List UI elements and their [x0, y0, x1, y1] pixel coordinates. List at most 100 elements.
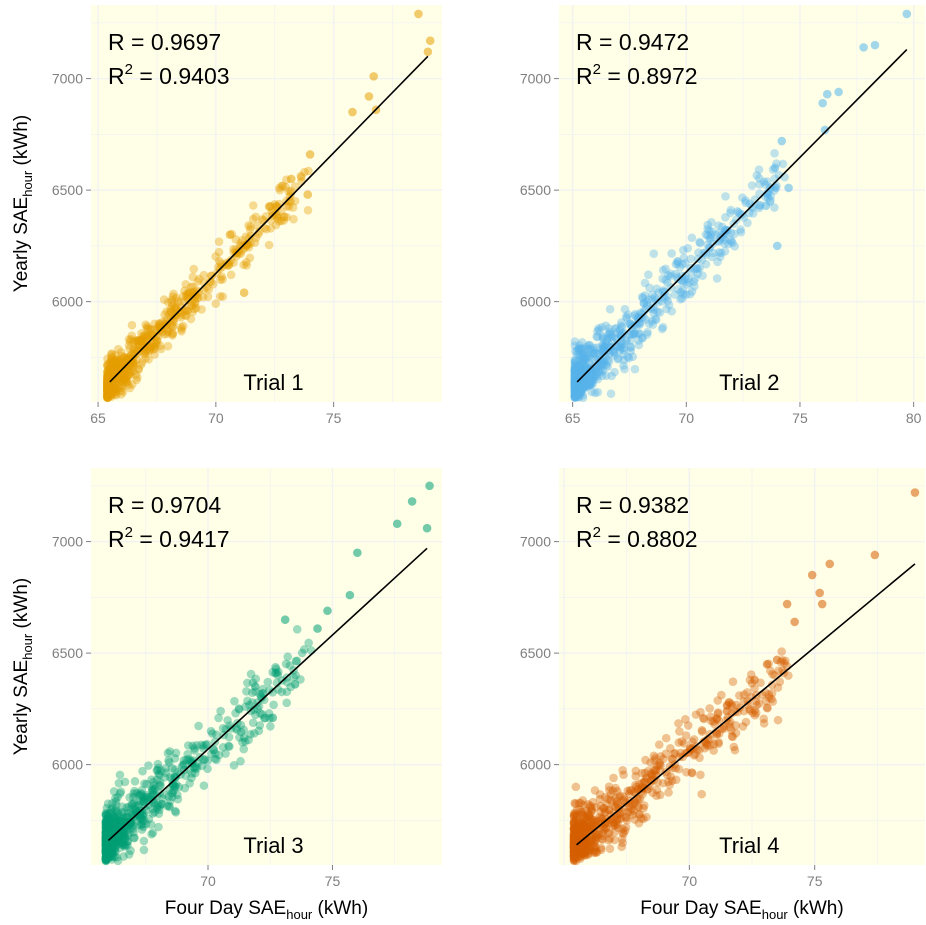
data-point	[103, 392, 112, 402]
data-point	[716, 248, 726, 258]
data-point	[761, 180, 770, 189]
data-point	[726, 208, 735, 218]
data-point	[106, 841, 116, 851]
data-point	[103, 375, 112, 385]
data-point	[143, 792, 153, 802]
data-point	[250, 682, 260, 691]
data-point	[102, 851, 112, 860]
data-point	[246, 222, 255, 232]
data-point	[117, 816, 127, 825]
data-point	[105, 381, 114, 391]
data-point	[571, 387, 581, 396]
data-point	[676, 287, 686, 297]
data-point	[107, 840, 116, 850]
data-point	[579, 350, 588, 359]
data-point	[748, 203, 758, 213]
data-point	[138, 334, 148, 344]
data-point	[115, 789, 125, 798]
data-point	[570, 393, 580, 402]
data-point	[110, 821, 119, 830]
data-point	[728, 677, 738, 687]
data-point	[136, 789, 146, 798]
data-point	[570, 360, 580, 370]
data-point	[129, 827, 138, 837]
data-point	[570, 364, 580, 373]
data-point	[103, 386, 112, 396]
data-point	[117, 390, 126, 399]
data-point	[115, 374, 125, 384]
data-point	[136, 813, 146, 822]
data-point	[119, 352, 129, 362]
data-point	[136, 796, 145, 806]
data-point	[639, 298, 649, 308]
data-point	[690, 265, 700, 274]
data-point	[103, 390, 112, 400]
data-point	[597, 360, 607, 370]
data-point	[103, 380, 112, 389]
data-point	[581, 806, 590, 816]
data-point	[587, 387, 596, 397]
data-point	[101, 846, 111, 855]
data-point	[108, 364, 118, 374]
data-point	[188, 756, 198, 765]
data-point	[601, 807, 610, 817]
y-tick-label: 6000	[520, 294, 551, 310]
data-point	[271, 662, 280, 672]
data-point	[698, 271, 707, 280]
data-point	[259, 713, 269, 723]
data-point	[651, 753, 660, 763]
data-point	[692, 263, 702, 273]
data-point	[570, 382, 580, 392]
data-point	[570, 373, 580, 383]
data-point	[132, 375, 141, 385]
data-point	[104, 825, 113, 835]
data-point	[102, 830, 111, 840]
data-point	[105, 379, 114, 388]
data-point	[129, 344, 139, 353]
data-point	[619, 343, 629, 352]
x-tick-label: 65	[90, 410, 106, 426]
data-point	[576, 352, 585, 362]
data-point	[101, 828, 111, 838]
data-point	[108, 367, 117, 376]
data-point	[570, 393, 580, 402]
data-point	[101, 822, 111, 832]
data-point	[626, 335, 636, 345]
data-point	[240, 737, 250, 746]
data-point	[703, 240, 712, 250]
data-point	[108, 367, 117, 377]
data-point	[133, 810, 143, 820]
data-point	[752, 171, 762, 180]
data-point	[192, 286, 202, 295]
data-point	[713, 696, 723, 705]
data-point	[706, 712, 715, 722]
data-point	[279, 212, 289, 222]
data-point	[634, 318, 644, 327]
data-point	[706, 233, 715, 243]
data-point	[603, 362, 612, 372]
data-point	[599, 343, 609, 352]
data-point	[145, 342, 154, 352]
data-point	[108, 847, 117, 856]
data-point	[124, 850, 134, 859]
data-point	[104, 838, 114, 847]
data-point	[167, 295, 177, 305]
data-point	[193, 293, 203, 303]
data-point	[627, 329, 636, 339]
data-point	[655, 308, 665, 317]
data-point	[101, 838, 111, 848]
data-point	[192, 741, 201, 750]
data-point	[285, 661, 295, 670]
data-point	[103, 368, 112, 377]
data-point	[590, 348, 600, 357]
data-point	[273, 670, 282, 680]
data-point	[134, 801, 144, 811]
data-point	[678, 278, 688, 288]
data-point	[101, 855, 111, 865]
data-point	[239, 744, 249, 754]
data-point	[141, 320, 150, 330]
data-point	[748, 209, 758, 218]
data-point	[574, 344, 583, 354]
x-tick-label: 65	[565, 410, 581, 426]
data-point	[607, 332, 617, 342]
